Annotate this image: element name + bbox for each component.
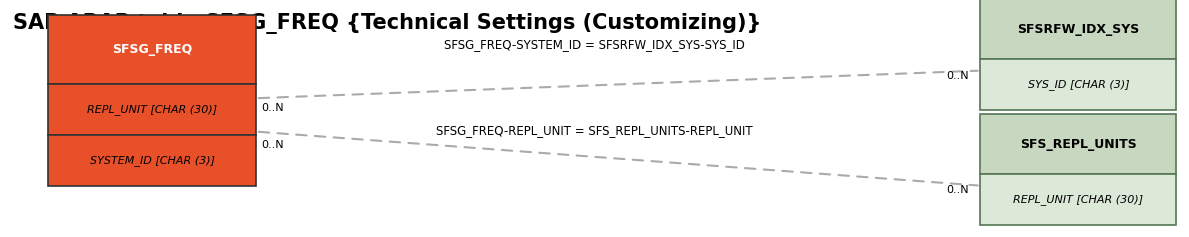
- Text: SYS_ID [CHAR (3)]: SYS_ID [CHAR (3)]: [1027, 79, 1130, 90]
- Text: SFSG_FREQ-SYSTEM_ID = SFSRFW_IDX_SYS-SYS_ID: SFSG_FREQ-SYSTEM_ID = SFSRFW_IDX_SYS-SYS…: [443, 38, 746, 51]
- Text: SFSG_FREQ-REPL_UNIT = SFS_REPL_UNITS-REPL_UNIT: SFSG_FREQ-REPL_UNIT = SFS_REPL_UNITS-REP…: [436, 124, 753, 137]
- Text: 0..N: 0..N: [946, 71, 969, 81]
- Text: SFSG_FREQ: SFSG_FREQ: [112, 43, 193, 56]
- Text: SYSTEM_ID [CHAR (3)]: SYSTEM_ID [CHAR (3)]: [89, 155, 215, 166]
- Text: 0..N: 0..N: [260, 103, 283, 113]
- Text: 0..N: 0..N: [946, 185, 969, 195]
- FancyBboxPatch shape: [49, 84, 256, 135]
- FancyBboxPatch shape: [981, 0, 1176, 59]
- FancyBboxPatch shape: [49, 15, 256, 84]
- Text: SFS_REPL_UNITS: SFS_REPL_UNITS: [1020, 138, 1137, 151]
- Text: 0..N: 0..N: [260, 140, 283, 150]
- Text: REPL_UNIT [CHAR (30)]: REPL_UNIT [CHAR (30)]: [1013, 194, 1144, 205]
- Text: REPL_UNIT [CHAR (30)]: REPL_UNIT [CHAR (30)]: [87, 104, 218, 115]
- FancyBboxPatch shape: [981, 114, 1176, 174]
- Text: SFSRFW_IDX_SYS: SFSRFW_IDX_SYS: [1018, 23, 1139, 36]
- FancyBboxPatch shape: [981, 59, 1176, 110]
- FancyBboxPatch shape: [981, 174, 1176, 225]
- Text: SAP ABAP table SFSG_FREQ {Technical Settings (Customizing)}: SAP ABAP table SFSG_FREQ {Technical Sett…: [13, 13, 761, 34]
- FancyBboxPatch shape: [49, 135, 256, 186]
